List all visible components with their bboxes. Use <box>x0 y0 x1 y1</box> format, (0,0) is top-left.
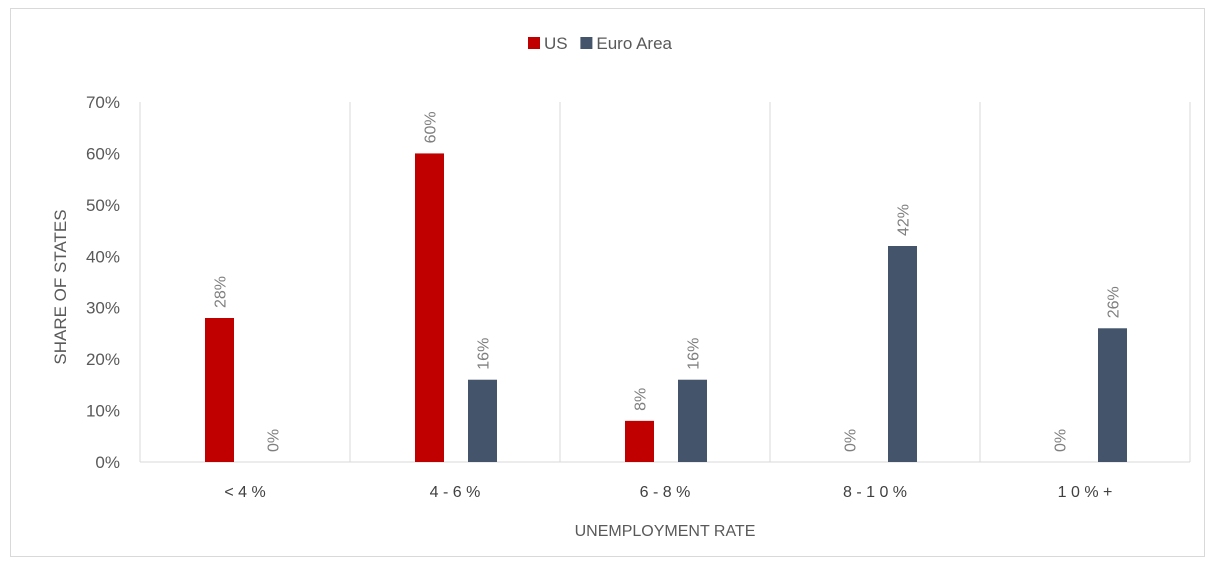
data-label: 16% <box>476 338 493 370</box>
legend-label: Euro Area <box>596 34 672 53</box>
data-label: 28% <box>213 276 230 308</box>
bar-us <box>625 420 654 462</box>
y-tick-label: 30% <box>86 299 120 318</box>
x-axis: < 4 % 4 - 6 % 6 - 8 % 8 - 1 0 % 1 0 % + <box>224 484 1112 501</box>
x-tick-label: 1 0 % + <box>1058 484 1113 501</box>
bar-euro-area <box>468 379 497 462</box>
bar-euro-area <box>888 246 917 462</box>
bar-us <box>415 153 444 462</box>
bars <box>205 153 1127 462</box>
legend-label: US <box>544 34 568 53</box>
y-axis: 0% 10% 20% 30% 40% 50% 60% 70% <box>86 93 120 472</box>
bar-euro-area <box>1098 328 1127 462</box>
data-label: 0% <box>1053 429 1070 452</box>
bar-euro-area <box>678 379 707 462</box>
legend-swatch <box>580 37 593 49</box>
x-tick-label: 6 - 8 % <box>640 484 691 501</box>
data-label: 16% <box>686 338 703 370</box>
data-label: 0% <box>843 429 860 452</box>
y-tick-label: 0% <box>95 453 120 472</box>
data-label: 60% <box>423 111 440 143</box>
x-tick-label: 4 - 6 % <box>430 484 481 501</box>
y-tick-label: 10% <box>86 402 120 421</box>
y-tick-label: 70% <box>86 93 120 112</box>
y-tick-label: 40% <box>86 247 120 266</box>
y-tick-label: 20% <box>86 350 120 369</box>
x-tick-label: < 4 % <box>224 484 265 501</box>
chart-frame <box>10 8 1205 557</box>
legend-swatch <box>528 37 540 49</box>
y-axis-title: SHARE OF STATES <box>51 209 70 364</box>
category-separators <box>139 102 1191 463</box>
legend: US Euro Area <box>528 34 673 53</box>
x-tick-label: 8 - 1 0 % <box>843 484 907 501</box>
data-labels: 28% 60% 8% 0% 0% 0% 16% 16% 42% 26% <box>213 111 1123 452</box>
data-label: 42% <box>896 204 913 236</box>
data-label: 0% <box>266 429 283 452</box>
x-axis-title: UNEMPLOYMENT RATE <box>575 523 756 540</box>
y-tick-label: 50% <box>86 196 120 215</box>
bar-us <box>205 318 234 462</box>
data-label: 26% <box>1106 286 1123 318</box>
y-tick-label: 60% <box>86 144 120 163</box>
data-label: 8% <box>633 388 650 411</box>
